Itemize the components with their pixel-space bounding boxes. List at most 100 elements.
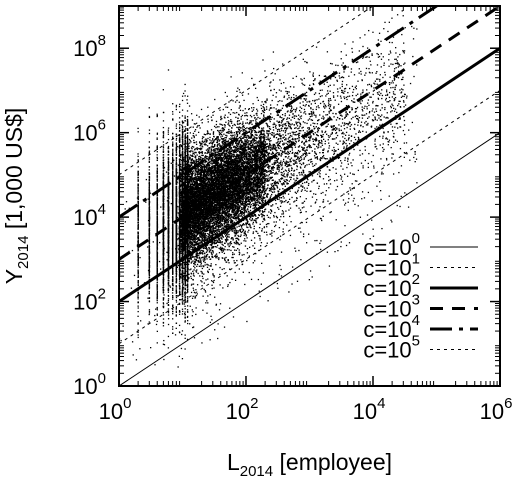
scatter-point	[232, 112, 234, 114]
scatter-point	[341, 85, 343, 88]
scatter-point	[388, 59, 390, 61]
scatter-point	[180, 176, 182, 178]
scatter-point	[192, 223, 195, 225]
scatter-point	[305, 139, 307, 141]
scatter-point	[243, 151, 246, 153]
scatter-point	[262, 272, 265, 274]
scatter-point	[316, 99, 318, 101]
scatter-point	[212, 114, 214, 116]
scatter-point	[277, 121, 280, 124]
scatter-point	[240, 148, 242, 151]
scatter-point	[281, 210, 284, 212]
scatter-point	[299, 211, 302, 214]
scatter-point	[264, 117, 266, 119]
scatter-point	[373, 165, 375, 167]
scatter-point	[285, 162, 288, 164]
scatter-point	[200, 180, 203, 182]
scatter-point	[206, 148, 209, 150]
scatter-point	[255, 121, 257, 123]
scatter-point	[231, 223, 233, 225]
scatter-point	[201, 281, 203, 283]
scatter-point	[262, 214, 264, 216]
scatter-point	[322, 133, 324, 136]
scatter-point	[249, 114, 252, 117]
scatter-point	[403, 101, 405, 103]
scatter-point	[259, 161, 261, 163]
scatter-point	[394, 88, 396, 91]
scatter-point	[255, 220, 257, 222]
scatter-point	[231, 127, 233, 129]
scatter-point	[238, 189, 241, 192]
scatter-point	[330, 78, 332, 80]
scatter-point	[261, 198, 263, 201]
scatter-point	[375, 72, 377, 74]
scatter-point	[327, 150, 329, 152]
scatter-point	[329, 84, 331, 86]
scatter-point	[192, 160, 195, 162]
scatter-point	[235, 142, 237, 145]
scatter-point	[386, 112, 388, 114]
scatter-point	[263, 114, 265, 116]
scatter-point	[277, 145, 279, 147]
scatter-point	[234, 176, 237, 178]
scatter-point	[402, 100, 405, 102]
scatter-point	[185, 261, 188, 264]
scatter-point	[214, 223, 216, 225]
scatter-point	[223, 124, 226, 126]
scatter-point	[280, 82, 282, 85]
scatter-point	[185, 146, 188, 148]
scatter-point	[221, 168, 224, 170]
scatter-point	[206, 145, 209, 147]
scatter-point	[282, 124, 284, 126]
scatter-point	[229, 146, 231, 149]
scatter-point	[290, 160, 292, 163]
scatter-point	[217, 237, 220, 239]
scatter-point	[190, 147, 193, 149]
scatter-point	[214, 166, 216, 168]
scatter-point	[280, 178, 282, 180]
scatter-point	[286, 98, 289, 100]
scatter-point	[206, 263, 208, 266]
scatter-point	[193, 123, 196, 125]
scatter-point	[297, 118, 299, 120]
scatter-point	[295, 161, 297, 163]
scatter-point	[189, 257, 192, 259]
scatter-point	[226, 231, 228, 233]
scatter-point	[393, 107, 395, 110]
scatter-point	[215, 123, 218, 126]
scatter-point	[246, 175, 248, 177]
scatter-point	[256, 196, 258, 198]
scatter-point	[402, 15, 404, 17]
scatter-point	[328, 145, 331, 147]
scatter-point	[276, 185, 278, 187]
scatter-point	[269, 178, 271, 180]
scatter-point	[279, 161, 282, 164]
scatter-point	[286, 176, 288, 178]
scatter-point	[206, 164, 208, 166]
scatter-point	[191, 154, 194, 156]
scatter-point	[197, 147, 199, 150]
scatter-point	[205, 177, 207, 179]
scatter-point	[206, 130, 209, 132]
scatter-point	[242, 197, 244, 199]
scatter-point	[323, 157, 325, 159]
scatter-point	[284, 176, 286, 178]
scatter-point	[181, 142, 184, 145]
scatter-point	[209, 153, 211, 156]
scatter-point	[244, 230, 246, 232]
scatter-point	[314, 78, 316, 80]
scatter-point	[321, 142, 323, 144]
scatter-point	[201, 250, 203, 252]
scatter-point	[331, 149, 333, 152]
scatter-point	[206, 167, 208, 169]
scatter-point	[307, 146, 309, 148]
scatter-point	[180, 177, 183, 180]
scatter-point	[203, 273, 205, 275]
scatter-point	[180, 197, 182, 199]
scatter-point	[340, 176, 343, 178]
scatter-point	[380, 173, 383, 175]
scatter-point	[203, 247, 206, 249]
scatter-point	[194, 163, 196, 166]
scatter-point	[228, 101, 230, 103]
scatter-point	[357, 115, 359, 117]
